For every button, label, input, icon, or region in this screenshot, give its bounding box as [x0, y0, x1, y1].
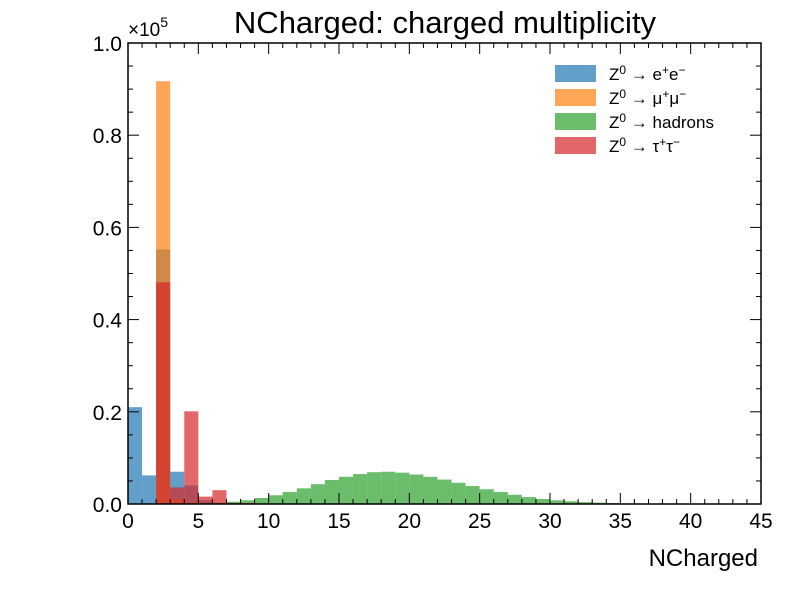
- x-tick-label-3: 15: [327, 510, 350, 533]
- bar-series-2-bin-15: [367, 472, 382, 504]
- x-tick-label-4: 20: [398, 510, 421, 533]
- bar-series-2-bin-10: [296, 488, 311, 504]
- legend-0-sup1: 0: [619, 63, 626, 77]
- bar-series-2-bin-26: [521, 497, 536, 504]
- bar-series-0-bin-1: [142, 475, 157, 504]
- y-tick-label-4: 0.8: [93, 125, 122, 148]
- bar-series-3-bin-1: [170, 487, 185, 504]
- bar-series-2-bin-7: [254, 498, 269, 504]
- legend-0-arrow: →: [626, 65, 652, 84]
- x-tick-label-0: 0: [122, 510, 134, 533]
- x-axis-label: NCharged: [649, 545, 758, 572]
- legend-0-s2: −: [678, 63, 685, 77]
- legend-1-arrow: →: [626, 89, 652, 108]
- legend-swatch-2: [555, 113, 596, 130]
- bar-series-2-bin-16: [381, 471, 396, 504]
- legend-label-3: Z0 → τ+τ−: [609, 135, 680, 156]
- legend-2-sup1: 0: [619, 111, 626, 125]
- legend-2-base: Z: [609, 113, 619, 132]
- bar-series-2-bin-22: [465, 486, 480, 504]
- bar-series-2-bin-13: [339, 476, 354, 504]
- legend-label-2: Z0 → hadrons: [609, 111, 714, 132]
- bar-series-2-bin-14: [353, 474, 368, 504]
- legend-3-sup1: 0: [619, 135, 626, 149]
- legend-label-1: Z0 → μ+μ−: [609, 87, 686, 108]
- svg-text:×105: ×105: [128, 14, 168, 41]
- legend-3-p2: τ: [666, 137, 673, 156]
- legend-1-base: Z: [609, 89, 619, 108]
- bar-series-2-bin-23: [479, 489, 494, 504]
- bar-series-2-bin-19: [423, 476, 438, 504]
- legend-3-p1: τ: [653, 137, 660, 156]
- bar-series-2-bin-17: [395, 472, 410, 504]
- bar-series-2-bin-29: [564, 501, 579, 504]
- bar-series-2-bin-21: [451, 482, 466, 504]
- legend-2-arrow: →: [626, 113, 652, 132]
- y-multiplier-exponent: 5: [160, 14, 168, 30]
- legend-0-s1: +: [662, 63, 669, 77]
- bar-series-2-bin-24: [493, 492, 508, 504]
- ticks-layer: [127, 42, 762, 505]
- bar-series-2-bin-20: [437, 479, 452, 504]
- bar-series-2-bin-27: [535, 498, 550, 504]
- bar-series-2-bin-18: [409, 474, 424, 504]
- x-tick-label-2: 10: [257, 510, 280, 533]
- legend-1-sup1: 0: [619, 87, 626, 101]
- tick-labels-layer: 0 5 10 15 20 25 30 35 40 45 0.0 0.2 0.4 0.6 0.8 1.0: [93, 33, 773, 533]
- y-tick-label-0: 0.0: [93, 494, 122, 517]
- bar-series-2-bin-25: [507, 494, 522, 504]
- legend-label-0: Z0 → e+e−: [609, 63, 686, 84]
- y-tick-label-2: 0.4: [93, 310, 123, 333]
- x-tick-label-6: 30: [538, 510, 561, 533]
- x-tick-label-5: 25: [468, 510, 491, 533]
- bars-layer: [128, 81, 691, 504]
- legend-0-p1: e: [653, 65, 662, 84]
- legend-3-s2: −: [673, 135, 680, 149]
- legend-2-p1: hadrons: [653, 113, 714, 132]
- legend-swatch-1: [555, 89, 596, 106]
- bar-series-2-bin-5: [226, 501, 241, 504]
- bar-series-2-bin-28: [550, 500, 565, 504]
- bar-series-3-bin-3: [198, 496, 213, 504]
- x-tick-label-8: 40: [679, 510, 702, 533]
- legend-0-base: Z: [609, 65, 619, 84]
- y-tick-label-5: 1.0: [93, 33, 122, 56]
- legend-0-p2: e: [669, 65, 678, 84]
- legend-1-p2: μ: [669, 89, 679, 108]
- legend-3-arrow: →: [626, 137, 652, 156]
- legend-1-s1: +: [662, 87, 669, 101]
- bar-series-3-bin-0: [156, 282, 171, 504]
- legend-1-s2: −: [679, 87, 686, 101]
- legend-swatch-3: [555, 137, 596, 154]
- legend-3-base: Z: [609, 137, 619, 156]
- bar-series-2-bin-9: [282, 492, 297, 504]
- bar-series-2-bin-12: [324, 480, 339, 504]
- legend-1-p1: μ: [653, 89, 663, 108]
- x-tick-label-1: 5: [192, 510, 204, 533]
- legend-swatch-0: [555, 65, 596, 82]
- bar-series-2-bin-6: [240, 500, 255, 504]
- chart-title: NCharged: charged multiplicity: [234, 5, 657, 40]
- bar-series-3-bin-2: [184, 411, 199, 504]
- legend-3-s1: +: [659, 135, 666, 149]
- y-multiplier: ×105: [128, 14, 168, 41]
- x-tick-label-7: 35: [609, 510, 632, 533]
- bar-series-2-bin-8: [268, 495, 283, 504]
- y-tick-label-3: 0.6: [93, 217, 122, 240]
- bar-series-0-bin-0: [128, 407, 143, 504]
- bar-series-2-bin-11: [310, 484, 325, 504]
- x-tick-label-9: 45: [749, 510, 772, 533]
- bar-series-2-bin-30: [578, 502, 593, 504]
- y-multiplier-base: ×10: [128, 20, 160, 41]
- bar-series-3-bin-4: [212, 490, 227, 504]
- y-tick-label-1: 0.2: [93, 402, 122, 425]
